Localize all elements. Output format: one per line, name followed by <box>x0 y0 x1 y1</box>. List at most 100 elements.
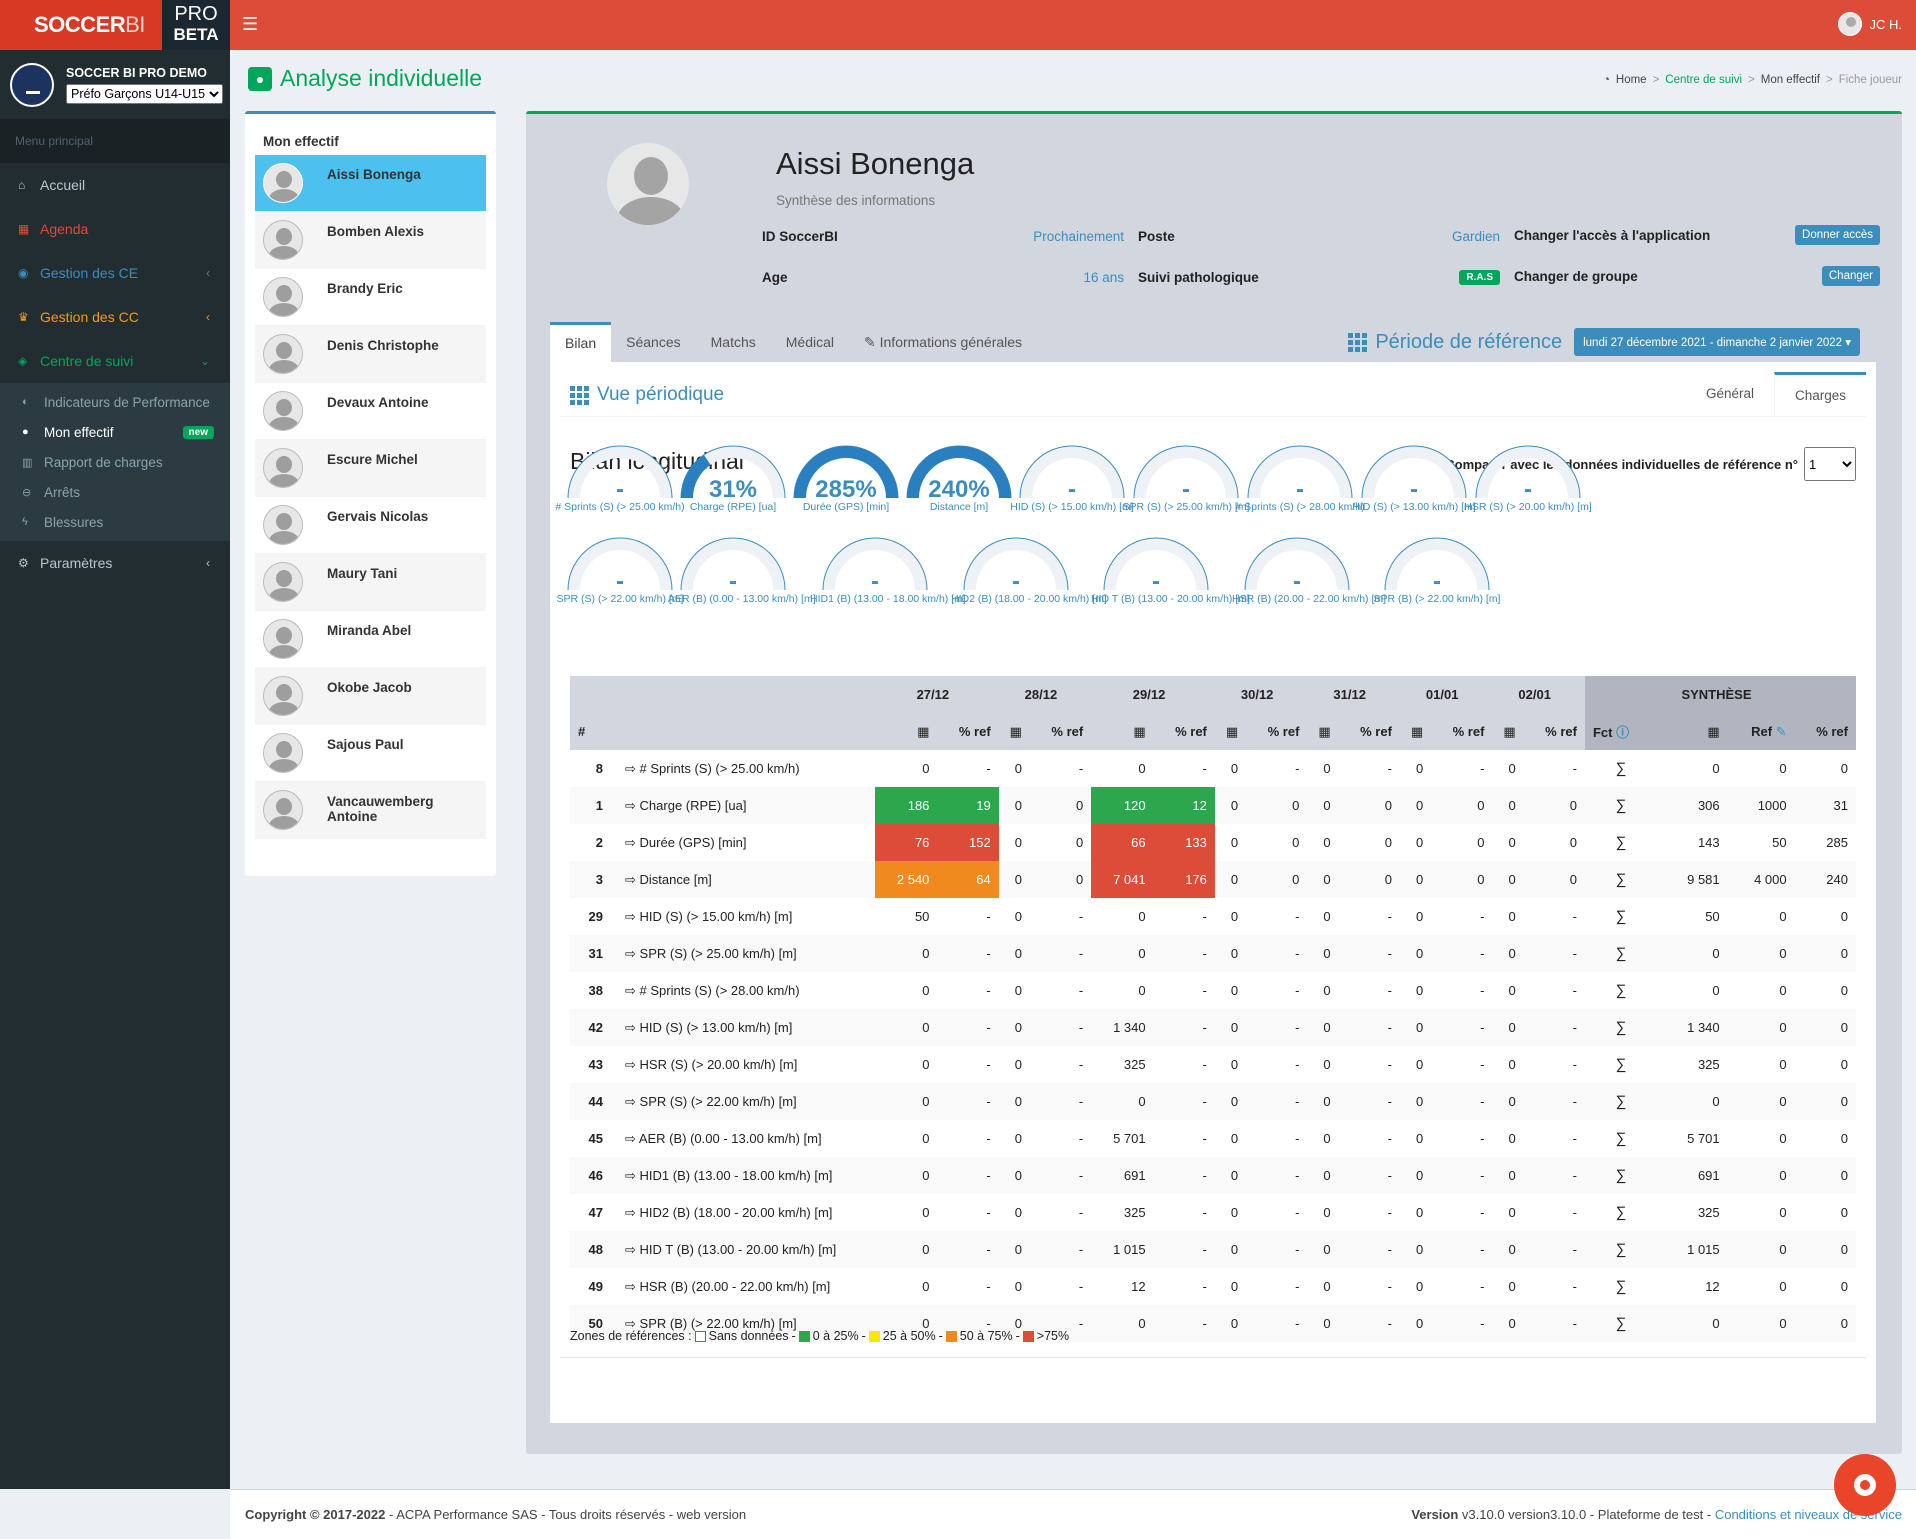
sum-icon: ∑ <box>1615 1093 1627 1110</box>
sidebar-item-parametres[interactable]: ⚙ Paramètres ‹ <box>18 555 210 571</box>
gauge: - HID (S) (> 13.00 km/h) [m] <box>1349 440 1479 513</box>
sidebar-item-blessures[interactable]: ϟ Blessures <box>22 514 104 530</box>
period-dropdown[interactable]: lundi 27 décembre 2021 - dimanche 2 janv… <box>1574 328 1860 356</box>
date-header: 01/01 <box>1425 687 1459 702</box>
user-menu[interactable]: JC H. <box>1837 12 1902 36</box>
gauge: 285% Durée (GPS) [min] <box>781 440 911 513</box>
wrench-icon[interactable]: ✎ <box>1775 723 1787 739</box>
compare-control: Comparer avec les données individuelles … <box>1445 447 1856 481</box>
sidebar-toggle-icon[interactable]: ☰ <box>242 14 259 34</box>
sum-icon: ∑ <box>1615 1130 1627 1147</box>
sidebar-item-accueil[interactable]: ⌂ Accueil <box>18 177 86 193</box>
breadcrumb-effectif[interactable]: Mon effectif <box>1760 74 1820 86</box>
periodic-table: 27/12 28/12 29/12 30/12 31/12 01/01 02/01 SYNTH… <box>570 676 1856 1342</box>
app-logo[interactable]: SOCCERBI PRO BETA <box>0 0 230 50</box>
player-list-item[interactable]: Denis Christophe <box>255 326 486 383</box>
breadcrumb-centre[interactable]: Centre de suivi <box>1665 74 1743 86</box>
sidebar-item-arrets[interactable]: ⊖ Arrêts <box>22 484 81 500</box>
tab-medical[interactable]: Médical <box>785 334 834 350</box>
player-tabs: Bilan Séances Matchs Médical ✎ Informati… <box>550 322 1037 362</box>
club-panel: SOCCER BI PRO DEMO Préfo Garçons U14-U15 <box>0 50 230 120</box>
tab-infos-generales[interactable]: ✎ Informations générales <box>864 334 1023 350</box>
player-list-item[interactable]: Aissi Bonenga <box>255 155 486 212</box>
player-list-item[interactable]: Devaux Antoine <box>255 383 486 440</box>
player-avatar <box>263 448 303 488</box>
gauge-label: # Sprints (S) (> 28.00 km/h) <box>1235 501 1365 513</box>
tab-charges[interactable]: Charges <box>1773 372 1866 416</box>
sidebar-item-agenda[interactable]: ▦ Agenda <box>18 221 89 237</box>
gauge-label: HSR (B) (20.00 - 22.00 km/h) [m] <box>1232 593 1387 605</box>
sidebar-item-indicateurs[interactable]: ◐ Indicateurs de Performance <box>22 394 210 410</box>
player-list-item[interactable]: Escure Michel <box>255 440 486 497</box>
changer-groupe-button[interactable]: Changer <box>1821 266 1880 286</box>
sum-icon: ∑ <box>1615 1056 1627 1073</box>
tab-seances[interactable]: Séances <box>626 334 681 350</box>
player-list-item[interactable]: Maury Tani <box>255 554 486 611</box>
sidebar-item-rapport-charges[interactable]: ▥ Rapport de charges <box>22 454 163 470</box>
player-avatar <box>263 391 303 431</box>
compare-select[interactable]: 1 <box>1804 447 1856 481</box>
tab-general[interactable]: Général <box>1705 386 1754 401</box>
grid-icon <box>1348 332 1368 352</box>
player-list-item[interactable]: Bomben Alexis <box>255 212 486 269</box>
user-circle-icon: ● <box>248 66 272 91</box>
gauge-value: 240% <box>928 476 990 503</box>
tab-matchs[interactable]: Matchs <box>710 334 756 350</box>
gauge-value: - <box>616 568 624 595</box>
sum-icon: ∑ <box>1615 1278 1627 1295</box>
pct-ref-header: % ref <box>1175 724 1207 739</box>
gauge-arc <box>793 445 899 499</box>
gauge-value: - <box>1012 568 1020 595</box>
gauge: - HID1 (B) (13.00 - 18.00 km/h) [m] <box>810 532 966 605</box>
club-name: SOCCER BI PRO DEMO <box>66 65 207 80</box>
roster-title: Mon effectif <box>263 134 339 149</box>
player-list-item[interactable]: Okobe Jacob <box>255 668 486 725</box>
sidebar-item-centre-suivi[interactable]: ◈ Centre de suivi ⌄ <box>18 353 210 369</box>
player-list-item[interactable]: Miranda Abel <box>255 611 486 668</box>
gauge-value: - <box>1524 476 1532 503</box>
sign-in-icon: ⇨ <box>625 982 636 998</box>
sidebar-item-gestion-ce[interactable]: ◉ Gestion des CE ‹ <box>18 265 210 281</box>
group-select[interactable]: Préfo Garçons U14-U15 <box>66 83 223 104</box>
player-avatar <box>604 140 692 228</box>
gauge-value: - <box>1182 476 1190 503</box>
new-badge: new <box>182 425 214 439</box>
pct-ref-header: % ref <box>1545 724 1577 739</box>
tab-bilan[interactable]: Bilan <box>550 322 612 362</box>
donner-acces-button[interactable]: Donner accès <box>1795 225 1880 245</box>
gauge-value: - <box>1410 476 1418 503</box>
chevron-left-icon: ‹ <box>206 266 210 280</box>
pct-ref-header: % ref <box>1267 724 1300 739</box>
player-list-item[interactable]: Brandy Eric <box>255 269 486 326</box>
gauge-arc <box>1133 445 1239 499</box>
gauge: - HSR (S) (> 20.00 km/h) [m] <box>1463 440 1593 513</box>
gauge-value: - <box>1068 476 1076 503</box>
gauge-arc <box>906 445 1012 499</box>
info-acces: Changer l'accès à l'application Donner ac… <box>1514 225 1880 245</box>
sum-icon: ∑ <box>1615 760 1627 777</box>
sidebar-item-gestion-cc[interactable]: ♛ Gestion des CC ‹ <box>18 309 210 325</box>
info-poste: Poste Gardien <box>1138 229 1500 244</box>
gauge-label: SPR (S) (> 22.00 km/h) [m] <box>556 593 684 605</box>
gauge: - # Sprints (S) (> 25.00 km/h) <box>555 440 685 513</box>
gear-icon: ⚙ <box>18 556 29 570</box>
page-title: ● Analyse individuelle <box>248 65 482 92</box>
player-list-item[interactable]: Gervais Nicolas <box>255 497 486 554</box>
menu-header: Menu principal <box>0 120 230 163</box>
edit-icon: ✎ <box>864 334 880 350</box>
chevron-down-icon: ⌄ <box>199 354 210 368</box>
sidebar-item-mon-effectif[interactable]: ● Mon effectif new <box>0 417 230 447</box>
player-list-item[interactable]: Vancauwemberg Antoine <box>255 782 486 839</box>
breadcrumb-home[interactable]: Home <box>1615 74 1647 86</box>
gauge-label: HID (S) (> 15.00 km/h) [m] <box>1010 501 1134 513</box>
bolt-icon: ϟ <box>22 516 28 528</box>
player-panel: Aissi Bonenga Synthèse des informations … <box>526 111 1902 1454</box>
soccer-ball-icon: ◉ <box>18 266 29 280</box>
help-lifebuoy-icon[interactable] <box>1834 1454 1896 1516</box>
calculator-icon: ▦ <box>1225 723 1239 739</box>
footer-copyright: Copyright © 2017-2022 - ACPA Performance… <box>245 1507 747 1522</box>
player-list-item[interactable]: Sajous Paul <box>255 725 486 782</box>
table-row: 1 ⇨ Charge (RPE) [ua] 186 19 0 0 120 12 0 0 0 0 0 0 0 0… <box>570 787 1856 824</box>
player-avatar <box>263 334 303 374</box>
gauge-arc <box>1384 537 1490 591</box>
